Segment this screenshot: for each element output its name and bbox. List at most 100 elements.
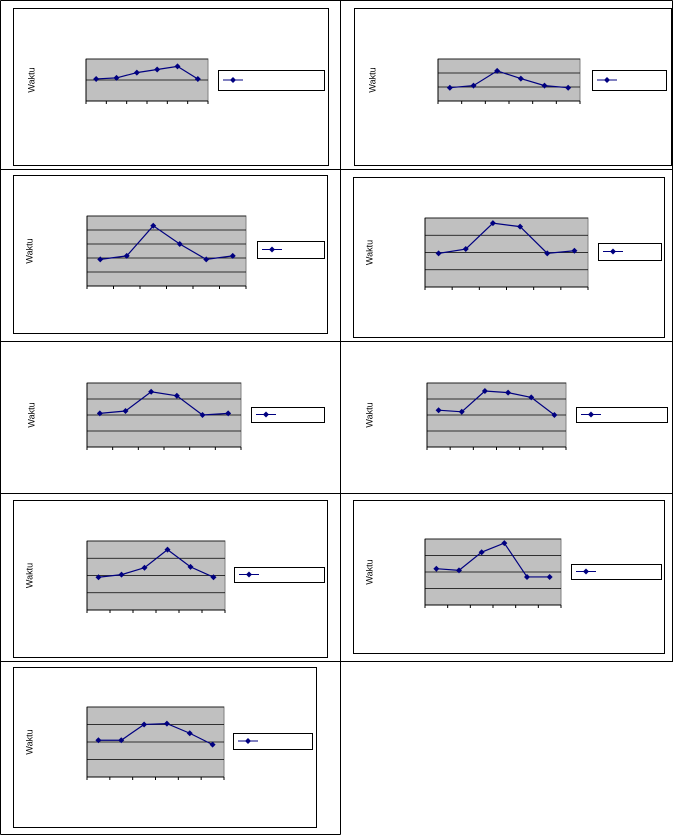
y-axis-label: Waktu <box>364 240 374 265</box>
legend <box>257 241 325 259</box>
data-point <box>173 392 180 399</box>
y-axis-label: Waktu <box>26 67 36 92</box>
data-point <box>199 412 206 418</box>
chart: Waktu <box>26 382 325 450</box>
data-point <box>435 250 442 257</box>
data-point <box>456 567 462 574</box>
data-point <box>95 737 102 744</box>
y-axis-label: Waktu <box>24 563 34 588</box>
legend-marker <box>263 411 269 418</box>
data-point <box>150 222 157 229</box>
data-point <box>481 388 488 394</box>
data-point <box>164 546 171 553</box>
data-point <box>470 82 477 89</box>
data-point <box>148 388 155 395</box>
y-axis-label: Waktu <box>364 559 374 584</box>
data-line <box>96 65 199 80</box>
data-point <box>541 82 548 89</box>
data-point <box>524 573 530 580</box>
data-point <box>97 256 104 263</box>
data-point <box>446 84 453 91</box>
y-axis-label: Waktu <box>24 729 34 754</box>
y-axis-label: Waktu <box>364 402 374 427</box>
legend-marker <box>588 411 594 418</box>
data-point <box>194 75 201 82</box>
legend <box>233 733 313 750</box>
chart: Waktu <box>13 8 329 166</box>
plot-area <box>437 58 581 102</box>
legend-marker <box>246 571 252 578</box>
data-point <box>433 565 440 572</box>
legend <box>234 567 325 583</box>
data-point <box>133 69 140 76</box>
data-point <box>163 720 170 727</box>
data-point <box>528 394 535 401</box>
data-point <box>176 241 183 247</box>
legend-marker <box>610 248 616 255</box>
legend <box>218 70 325 91</box>
legend <box>576 407 668 423</box>
legend-marker <box>230 77 236 83</box>
legend-marker <box>604 77 610 83</box>
legend <box>598 243 662 261</box>
legend <box>571 564 662 580</box>
data-line <box>436 542 550 578</box>
data-point <box>95 574 102 581</box>
data-point <box>517 75 524 82</box>
data-point <box>96 410 103 417</box>
data-point <box>505 389 512 396</box>
y-axis-label: Waktu <box>367 67 377 92</box>
plot-area <box>86 215 247 287</box>
data-point <box>209 741 216 748</box>
data-point <box>210 574 217 581</box>
data-point <box>174 63 181 70</box>
chart: Waktu <box>354 8 672 166</box>
y-axis-label: Waktu <box>26 402 36 427</box>
chart: Waktu <box>13 175 328 334</box>
data-point <box>122 408 129 414</box>
data-point <box>489 220 496 227</box>
data-line <box>100 225 233 261</box>
data-point <box>435 407 442 414</box>
data-point <box>517 223 524 230</box>
data-point <box>494 67 501 74</box>
data-point <box>118 737 125 744</box>
legend <box>592 70 667 91</box>
data-point <box>229 252 236 259</box>
data-line <box>438 222 575 254</box>
data-point <box>154 66 161 73</box>
data-point <box>458 408 465 415</box>
data-point <box>186 730 193 737</box>
legend-marker <box>583 568 589 575</box>
data-point <box>118 571 125 578</box>
data-point <box>123 252 130 259</box>
data-point <box>113 74 120 81</box>
data-point <box>225 410 232 417</box>
chart: Waktu <box>13 500 328 658</box>
y-axis-label: Waktu <box>24 238 34 263</box>
chart: Waktu <box>353 500 665 654</box>
data-line <box>438 390 555 416</box>
data-line <box>98 723 213 746</box>
data-point <box>187 563 194 570</box>
data-point <box>141 564 148 571</box>
data-line <box>449 70 569 89</box>
legend-marker <box>245 738 251 744</box>
data-point <box>93 75 100 82</box>
chart: Waktu <box>364 382 668 450</box>
data-point <box>571 247 578 254</box>
chart: Waktu <box>353 177 665 338</box>
data-point <box>501 540 508 547</box>
legend-marker <box>269 246 275 253</box>
data-line <box>99 391 229 416</box>
data-point <box>203 256 210 263</box>
data-point <box>551 412 558 418</box>
data-point <box>544 250 551 257</box>
legend <box>251 407 325 423</box>
data-line <box>98 548 214 578</box>
data-point <box>546 573 553 580</box>
data-point <box>565 84 572 91</box>
data-point <box>141 721 148 728</box>
data-point <box>462 246 469 253</box>
